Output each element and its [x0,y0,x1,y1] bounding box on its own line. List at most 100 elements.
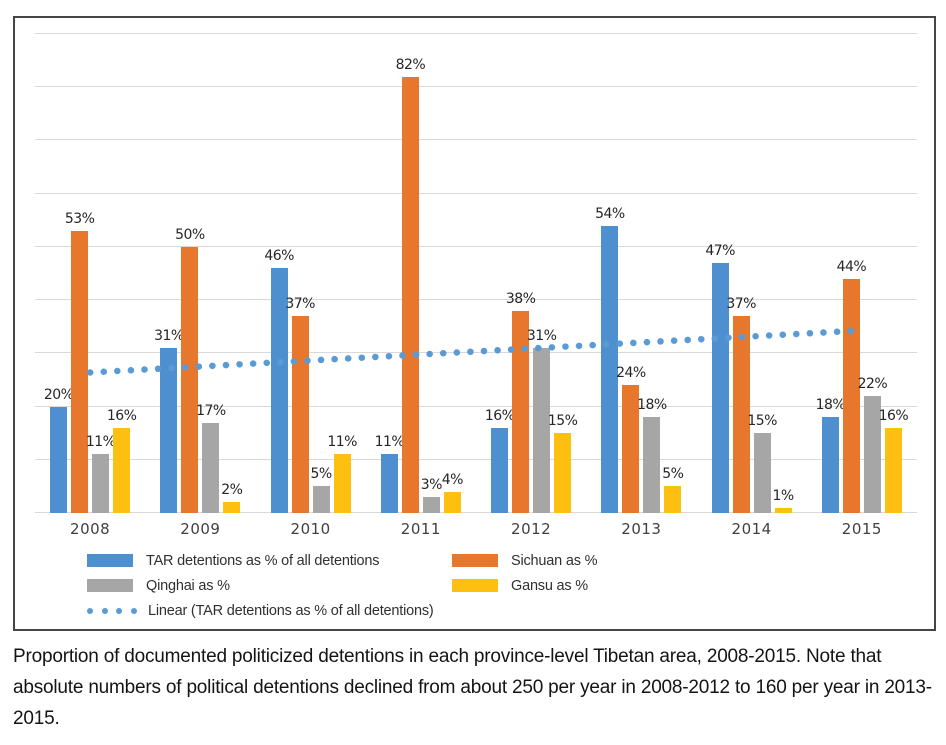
legend-swatch-qinghai-icon [87,579,133,592]
value-label: 53% [64,211,95,227]
bar [774,508,792,513]
x-axis-label: 2009 [180,520,221,538]
value-label: 16% [106,408,137,424]
value-label: 16% [484,408,515,424]
bar-group: 31% 50% 17% 2% [145,34,255,513]
bar [160,348,178,513]
value-label: 54% [595,206,625,222]
legend-label-sichuan: Sichuan as % [511,552,598,569]
value-label: 2% [221,482,243,498]
bar-group: 20% 53% 11% 16% [35,34,145,513]
chart-figure: 20% 53% 11% 16% 31% 50% 17% 2% 46% 37% 5% 11% 11% 82%… [13,16,936,631]
value-label: 20% [43,387,74,403]
legend: TAR detentions as % of all detentions Si… [87,548,917,623]
bar [711,263,729,513]
value-label: 18% [815,397,846,413]
legend-item-tar: TAR detentions as % of all detentions [87,553,452,569]
bar-group: 16% 38% 31% 15% [476,34,586,513]
bar [821,417,839,513]
bar-group: 11% 82% 3% 4% [366,34,476,513]
value-label: 82% [395,57,426,73]
x-axis: 2008 2009 2010 2011 2012 2013 2014 2015 [35,520,917,540]
gridline [35,299,917,301]
bar [113,428,131,513]
legend-item-qinghai: Qinghai as % [87,578,452,594]
x-axis-label: 2008 [70,520,111,538]
trendline [86,327,866,376]
value-label: 15% [747,413,777,429]
bar [884,428,902,513]
value-label: 5% [662,466,684,482]
bar [512,311,530,513]
bar [270,268,288,513]
value-label: 15% [547,413,578,429]
bar [291,316,309,513]
bar [223,502,241,513]
value-label: 11% [374,434,405,450]
x-axis-label: 2015 [841,520,882,538]
value-label: 47% [705,243,735,259]
value-label: 44% [836,259,867,275]
bar [753,433,771,513]
x-axis-label: 2013 [621,520,662,538]
value-label: 3% [420,477,443,493]
legend-label-tar: TAR detentions as % of all detentions [146,552,380,569]
bar-group: 18% 44% 22% 16% [807,34,917,513]
value-label: 1% [772,488,795,504]
bar [422,497,440,513]
value-label: 11% [85,434,116,450]
bar [181,247,199,513]
legend-label-gansu: Gansu as % [511,577,588,594]
bar-group: 47% 37% 15% 1% [697,34,807,513]
bar [554,433,572,513]
bar [401,77,419,513]
bar [664,486,682,513]
value-label: 17% [196,403,226,419]
x-axis-label: 2014 [731,520,772,538]
legend-swatch-linear-dots-icon [87,604,137,617]
legend-item-linear: Linear (TAR detentions as % of all deten… [87,603,434,619]
value-label: 18% [637,397,667,413]
gridline [35,139,917,141]
value-label: 31% [154,328,184,344]
legend-row: TAR detentions as % of all detentions Si… [87,548,917,573]
bar [50,407,68,513]
value-label: 50% [175,227,205,243]
gridline [35,33,917,34]
plot-area: 20% 53% 11% 16% 31% 50% 17% 2% 46% 37% 5% 11% 11% 82%… [35,33,917,513]
value-label: 16% [878,408,909,424]
value-label: 46% [264,248,294,264]
value-label: 38% [505,291,536,307]
value-label: 37% [726,296,756,312]
bar [71,231,89,513]
bar [312,486,330,513]
bar [333,454,351,513]
gridline [35,352,917,354]
gridline [35,86,917,88]
legend-row: Qinghai as % Gansu as % [87,573,917,598]
value-label: 31% [526,328,557,344]
bar-group: 54% 24% 18% 5% [586,34,696,513]
legend-item-sichuan: Sichuan as % [452,553,597,569]
value-label: 24% [616,365,646,381]
gridline [35,458,917,460]
legend-label-linear: Linear (TAR detentions as % of all deten… [148,602,434,619]
gridline [35,245,917,247]
bar [601,226,619,513]
x-axis-label: 2010 [290,520,331,538]
value-label: 37% [285,296,315,312]
bar [622,385,640,513]
gridline [35,192,917,194]
value-label: 22% [857,376,888,392]
legend-label-qinghai: Qinghai as % [146,577,230,594]
legend-item-gansu: Gansu as % [452,578,588,594]
value-label: 11% [327,434,357,450]
legend-swatch-sichuan-icon [452,554,498,567]
value-label: 4% [441,472,464,488]
bar [643,417,661,513]
bar-group: 46% 37% 5% 11% [256,34,366,513]
legend-swatch-tar-icon [87,554,133,567]
bar [443,492,461,513]
bar [533,348,551,513]
